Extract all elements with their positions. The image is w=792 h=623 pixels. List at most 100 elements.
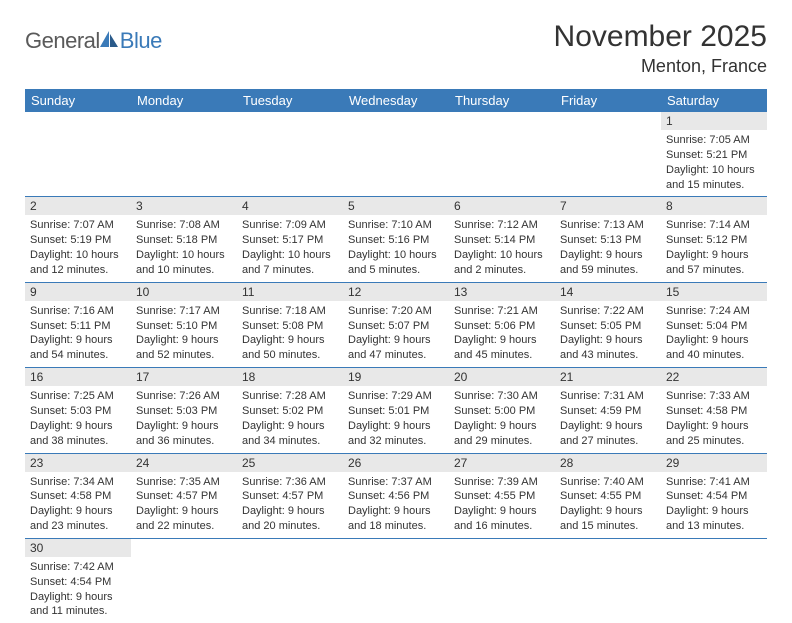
day-number: 4 — [237, 197, 343, 215]
day-details: Sunrise: 7:37 AMSunset: 4:56 PMDaylight:… — [343, 472, 449, 538]
day-detail-line: Sunset: 5:02 PM — [242, 404, 338, 419]
weekday-header: Saturday — [661, 89, 767, 112]
day-detail-line: Sunset: 4:58 PM — [666, 404, 762, 419]
day-number: 20 — [449, 368, 555, 386]
calendar-day-cell: 2Sunrise: 7:07 AMSunset: 5:19 PMDaylight… — [25, 197, 131, 282]
calendar-empty-cell — [237, 538, 343, 623]
day-details: Sunrise: 7:25 AMSunset: 5:03 PMDaylight:… — [25, 386, 131, 452]
day-details: Sunrise: 7:34 AMSunset: 4:58 PMDaylight:… — [25, 472, 131, 538]
day-detail-line: Sunset: 5:10 PM — [136, 319, 232, 334]
calendar-empty-cell — [449, 112, 555, 197]
day-detail-line: and 29 minutes. — [454, 434, 550, 449]
day-detail-line: Daylight: 9 hours — [666, 504, 762, 519]
day-number: 30 — [25, 539, 131, 557]
day-number: 12 — [343, 283, 449, 301]
day-detail-line: and 7 minutes. — [242, 263, 338, 278]
calendar-empty-cell — [237, 112, 343, 197]
logo-text-general: General — [25, 28, 100, 54]
day-detail-line: Sunset: 5:21 PM — [666, 148, 762, 163]
logo-sail-icon — [98, 29, 120, 54]
day-number: 1 — [661, 112, 767, 130]
day-detail-line: and 15 minutes. — [560, 519, 656, 534]
day-detail-line: Sunrise: 7:14 AM — [666, 218, 762, 233]
weekday-header: Sunday — [25, 89, 131, 112]
day-details: Sunrise: 7:18 AMSunset: 5:08 PMDaylight:… — [237, 301, 343, 367]
calendar-day-cell: 18Sunrise: 7:28 AMSunset: 5:02 PMDayligh… — [237, 368, 343, 453]
day-details: Sunrise: 7:33 AMSunset: 4:58 PMDaylight:… — [661, 386, 767, 452]
day-details: Sunrise: 7:09 AMSunset: 5:17 PMDaylight:… — [237, 215, 343, 281]
day-detail-line: Daylight: 10 hours — [30, 248, 126, 263]
day-detail-line: and 2 minutes. — [454, 263, 550, 278]
calendar-day-cell: 5Sunrise: 7:10 AMSunset: 5:16 PMDaylight… — [343, 197, 449, 282]
day-detail-line: and 12 minutes. — [30, 263, 126, 278]
day-detail-line: Sunrise: 7:40 AM — [560, 475, 656, 490]
calendar-body: 1Sunrise: 7:05 AMSunset: 5:21 PMDaylight… — [25, 112, 767, 623]
day-detail-line: Sunset: 5:16 PM — [348, 233, 444, 248]
day-detail-line: and 22 minutes. — [136, 519, 232, 534]
day-details: Sunrise: 7:20 AMSunset: 5:07 PMDaylight:… — [343, 301, 449, 367]
day-detail-line: Sunrise: 7:30 AM — [454, 389, 550, 404]
day-detail-line: Daylight: 10 hours — [454, 248, 550, 263]
day-detail-line: Sunset: 5:04 PM — [666, 319, 762, 334]
day-details: Sunrise: 7:17 AMSunset: 5:10 PMDaylight:… — [131, 301, 237, 367]
day-details: Sunrise: 7:42 AMSunset: 4:54 PMDaylight:… — [25, 557, 131, 623]
month-title: November 2025 — [554, 20, 767, 54]
day-detail-line: Daylight: 9 hours — [348, 333, 444, 348]
day-number: 22 — [661, 368, 767, 386]
calendar-week-row: 30Sunrise: 7:42 AMSunset: 4:54 PMDayligh… — [25, 538, 767, 623]
calendar-day-cell: 17Sunrise: 7:26 AMSunset: 5:03 PMDayligh… — [131, 368, 237, 453]
day-details: Sunrise: 7:13 AMSunset: 5:13 PMDaylight:… — [555, 215, 661, 281]
calendar-day-cell: 29Sunrise: 7:41 AMSunset: 4:54 PMDayligh… — [661, 453, 767, 538]
calendar-day-cell: 16Sunrise: 7:25 AMSunset: 5:03 PMDayligh… — [25, 368, 131, 453]
day-detail-line: and 40 minutes. — [666, 348, 762, 363]
day-detail-line: Sunset: 5:11 PM — [30, 319, 126, 334]
day-number: 5 — [343, 197, 449, 215]
calendar-empty-cell — [343, 112, 449, 197]
calendar-day-cell: 27Sunrise: 7:39 AMSunset: 4:55 PMDayligh… — [449, 453, 555, 538]
day-detail-line: Sunrise: 7:41 AM — [666, 475, 762, 490]
day-details: Sunrise: 7:28 AMSunset: 5:02 PMDaylight:… — [237, 386, 343, 452]
calendar-empty-cell — [131, 112, 237, 197]
calendar-day-cell: 13Sunrise: 7:21 AMSunset: 5:06 PMDayligh… — [449, 282, 555, 367]
day-detail-line: and 47 minutes. — [348, 348, 444, 363]
calendar-week-row: 23Sunrise: 7:34 AMSunset: 4:58 PMDayligh… — [25, 453, 767, 538]
day-detail-line: Sunset: 4:55 PM — [560, 489, 656, 504]
day-details: Sunrise: 7:31 AMSunset: 4:59 PMDaylight:… — [555, 386, 661, 452]
day-detail-line: Sunset: 4:55 PM — [454, 489, 550, 504]
weekday-header: Wednesday — [343, 89, 449, 112]
day-detail-line: Daylight: 9 hours — [136, 504, 232, 519]
day-detail-line: Daylight: 9 hours — [348, 419, 444, 434]
day-detail-line: Sunset: 5:05 PM — [560, 319, 656, 334]
day-detail-line: Daylight: 10 hours — [348, 248, 444, 263]
page-header: General Blue November 2025 Menton, Franc… — [25, 20, 767, 77]
day-number: 26 — [343, 454, 449, 472]
day-detail-line: Daylight: 9 hours — [242, 419, 338, 434]
day-detail-line: and 43 minutes. — [560, 348, 656, 363]
day-detail-line: Sunset: 4:54 PM — [30, 575, 126, 590]
day-detail-line: Sunset: 5:03 PM — [30, 404, 126, 419]
weekday-header: Tuesday — [237, 89, 343, 112]
day-number: 27 — [449, 454, 555, 472]
day-detail-line: Sunset: 5:00 PM — [454, 404, 550, 419]
day-detail-line: Sunset: 4:58 PM — [30, 489, 126, 504]
day-detail-line: Sunrise: 7:13 AM — [560, 218, 656, 233]
day-detail-line: Sunrise: 7:29 AM — [348, 389, 444, 404]
calendar-empty-cell — [131, 538, 237, 623]
day-detail-line: and 13 minutes. — [666, 519, 762, 534]
day-detail-line: and 15 minutes. — [666, 178, 762, 193]
day-number: 9 — [25, 283, 131, 301]
calendar-day-cell: 23Sunrise: 7:34 AMSunset: 4:58 PMDayligh… — [25, 453, 131, 538]
day-details: Sunrise: 7:35 AMSunset: 4:57 PMDaylight:… — [131, 472, 237, 538]
day-detail-line: Sunset: 5:12 PM — [666, 233, 762, 248]
day-number: 13 — [449, 283, 555, 301]
day-detail-line: and 38 minutes. — [30, 434, 126, 449]
day-detail-line: Sunrise: 7:39 AM — [454, 475, 550, 490]
day-detail-line: Daylight: 9 hours — [560, 504, 656, 519]
day-details: Sunrise: 7:40 AMSunset: 4:55 PMDaylight:… — [555, 472, 661, 538]
day-detail-line: Daylight: 10 hours — [242, 248, 338, 263]
calendar-empty-cell — [25, 112, 131, 197]
day-detail-line: and 50 minutes. — [242, 348, 338, 363]
day-detail-line: Sunset: 4:54 PM — [666, 489, 762, 504]
day-detail-line: and 36 minutes. — [136, 434, 232, 449]
calendar-week-row: 9Sunrise: 7:16 AMSunset: 5:11 PMDaylight… — [25, 282, 767, 367]
